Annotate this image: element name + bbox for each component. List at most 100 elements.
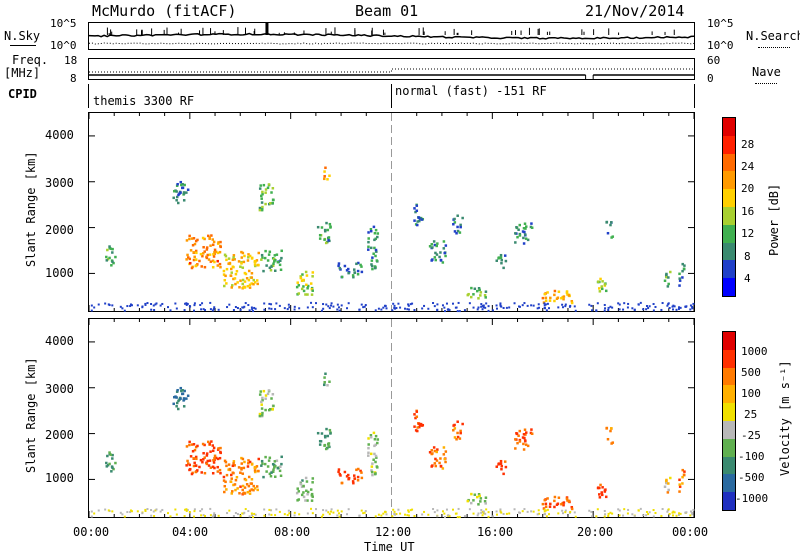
- power-cell: [316, 225, 320, 229]
- power-cell: [463, 309, 466, 312]
- nsky-legend-line: [10, 45, 36, 46]
- power-cell: [268, 307, 271, 310]
- power-cell: [367, 248, 370, 251]
- velocity-cell: [260, 403, 263, 406]
- power-cell: [295, 285, 299, 289]
- cpid-mode-divider: [391, 84, 392, 108]
- velocity-cell: [347, 477, 350, 481]
- power-cell: [567, 294, 571, 297]
- power-cell: [213, 251, 216, 254]
- power-cell: [226, 306, 229, 309]
- velocity-cell: [384, 511, 387, 514]
- power-cell: [90, 309, 93, 312]
- velocity-cell: [499, 509, 502, 512]
- velocity-cell: [420, 424, 424, 427]
- velocity-cell: [515, 431, 518, 435]
- power-cell: [327, 236, 331, 239]
- power-cell: [667, 282, 670, 286]
- velocity-cell: [106, 463, 110, 467]
- velocity-cell: [574, 515, 577, 518]
- power-cell: [363, 305, 366, 308]
- velocity-cell: [104, 508, 107, 511]
- power-cell: [516, 235, 519, 239]
- velocity-cell: [666, 491, 670, 494]
- power-cell: [205, 246, 209, 249]
- velocity-cell: [246, 465, 250, 468]
- velocity-cell: [208, 442, 211, 445]
- power-panel: [88, 112, 695, 312]
- velocity-cell: [207, 464, 211, 467]
- velocity-cell: [371, 462, 374, 465]
- power-cell: [499, 253, 503, 257]
- velocity-cell: [343, 470, 347, 474]
- power-cell: [484, 306, 487, 309]
- power-cell: [257, 263, 260, 267]
- velocity-cell: [136, 510, 139, 513]
- velocity-cell: [546, 508, 549, 511]
- colorbar-swatch: [723, 385, 735, 404]
- power-cell: [569, 304, 572, 307]
- power-cell: [546, 291, 549, 294]
- power-cell: [261, 190, 264, 194]
- velocity-cell: [268, 513, 271, 516]
- velocity-cell: [421, 513, 424, 516]
- velocity-cell: [248, 492, 252, 495]
- velocity-cell: [457, 507, 460, 510]
- velocity-cell: [430, 449, 433, 452]
- velocity-cell: [514, 438, 517, 441]
- power-cell: [376, 235, 379, 239]
- velocity-cell: [241, 512, 244, 515]
- velocity-cell: [323, 380, 326, 384]
- power-cell: [484, 290, 488, 293]
- velocity-cell: [247, 462, 250, 465]
- velocity-cell: [239, 514, 242, 517]
- power-cell: [330, 304, 333, 307]
- power-cell: [302, 289, 306, 293]
- velocity-cell: [689, 510, 692, 513]
- beam-title: Beam 01: [355, 2, 419, 20]
- power-cell: [447, 308, 450, 311]
- velocity-cell: [121, 513, 124, 516]
- power-cell: [375, 259, 379, 262]
- velocity-cell: [679, 512, 682, 515]
- power-cell: [372, 252, 375, 255]
- power-cell: [296, 281, 299, 284]
- power-cell: [244, 272, 248, 276]
- velocity-cell: [209, 450, 212, 453]
- power-cell: [90, 304, 93, 307]
- power-cell: [684, 305, 687, 308]
- power-cell: [661, 302, 664, 305]
- power-cell: [553, 293, 556, 297]
- power-cell: [212, 253, 215, 256]
- power-cell: [323, 170, 326, 173]
- power-cell: [253, 306, 256, 309]
- power-cell: [353, 271, 356, 274]
- velocity-cell: [529, 431, 533, 435]
- power-cell: [633, 309, 636, 312]
- power-cell: [436, 242, 439, 245]
- power-cell: [639, 301, 642, 304]
- power-cell: [322, 177, 326, 181]
- velocity-cell: [227, 463, 231, 466]
- power-cell: [477, 306, 480, 309]
- velocity-cell: [252, 484, 255, 488]
- velocity-cell: [208, 459, 212, 462]
- power-cell: [209, 244, 212, 247]
- velocity-cell: [219, 471, 222, 475]
- power-cell: [246, 259, 250, 262]
- power-cell: [421, 307, 424, 310]
- power-cell: [667, 302, 670, 305]
- power-cell: [359, 263, 362, 267]
- power-cell: [340, 304, 343, 307]
- velocity-cell: [522, 442, 525, 446]
- velocity-cell: [553, 495, 557, 499]
- power-cell: [452, 222, 455, 226]
- velocity-cell: [673, 511, 676, 514]
- velocity-cell: [309, 488, 313, 491]
- velocity-cell: [270, 509, 273, 512]
- power-cell: [260, 201, 264, 204]
- power-cell: [241, 306, 244, 309]
- power-cell: [346, 267, 350, 271]
- power-cell: [445, 302, 448, 305]
- power-cell: [188, 305, 191, 308]
